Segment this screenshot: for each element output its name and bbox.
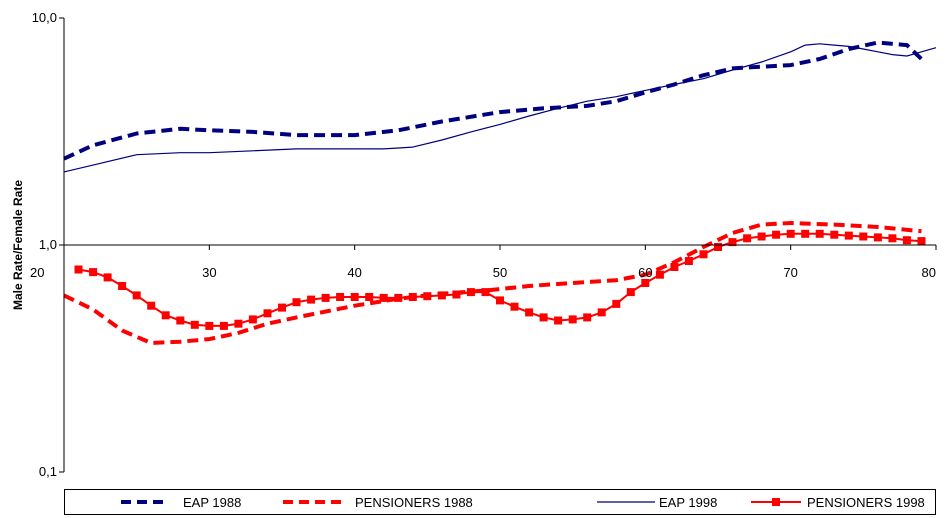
data-point: [917, 237, 926, 246]
data-point: [859, 232, 868, 241]
data-point: [161, 311, 170, 320]
legend: EAP 1988 PENSIONERS 1988 EAP 1998 PENSIO…: [64, 489, 936, 515]
data-point: [118, 282, 127, 290]
x-tick-label: 20: [30, 265, 44, 280]
series-line-pensioners-1988: [63, 221, 922, 345]
data-point: [612, 299, 621, 308]
data-point: [772, 230, 781, 239]
legend-swatch-eap-1988: [121, 500, 169, 504]
legend-item-pensioners-1998: PENSIONERS 1998: [749, 490, 939, 514]
data-point: [902, 236, 911, 245]
x-tick-label: 70: [783, 265, 797, 280]
data-point: [844, 231, 853, 240]
legend-item-eap-1998: EAP 1998: [595, 490, 765, 514]
data-point: [350, 293, 359, 301]
legend-swatch-pensioners-1988: [283, 500, 343, 504]
data-point: [74, 265, 83, 274]
data-point: [263, 309, 272, 318]
data-point: [89, 268, 98, 277]
data-point: [336, 293, 345, 301]
y-tick-label: 1,0: [39, 237, 57, 252]
data-point: [437, 291, 446, 300]
data-point: [379, 293, 388, 302]
data-point: [670, 263, 679, 271]
data-point: [655, 270, 664, 279]
data-point: [176, 316, 185, 325]
data-point: [496, 296, 504, 305]
data-point: [583, 313, 592, 322]
data-point: [815, 229, 824, 238]
data-point: [597, 308, 606, 317]
data-point: [554, 316, 563, 325]
data-point: [307, 295, 316, 304]
data-point: [365, 293, 374, 301]
legend-item-eap-1988: EAP 1988: [117, 490, 317, 514]
data-point: [423, 292, 432, 301]
legend-label: EAP 1998: [659, 495, 718, 510]
legend-label: EAP 1988: [183, 495, 242, 510]
data-point: [801, 229, 810, 238]
legend-label: PENSIONERS 1998: [807, 495, 925, 510]
data-point: [394, 293, 403, 302]
data-point: [321, 293, 330, 302]
data-point: [641, 279, 650, 287]
data-point: [539, 313, 548, 322]
legend-label: PENSIONERS 1988: [355, 495, 473, 510]
tick-layer: 10,0 1,0 0,1 20 30 40 50 60 70 80: [30, 10, 937, 479]
data-point: [481, 288, 490, 297]
data-point: [278, 303, 286, 312]
y-tick-label: 10,0: [32, 10, 57, 25]
data-point: [234, 319, 243, 328]
legend-swatch-pensioners-1998: [751, 498, 801, 506]
x-tick-label: 50: [493, 265, 507, 280]
data-point: [743, 234, 752, 243]
series-line-eap-1988: [63, 40, 923, 161]
x-tick-label: 60: [638, 265, 652, 280]
data-point: [408, 293, 417, 301]
data-point: [728, 238, 737, 247]
series-line-eap-1998: [63, 43, 937, 173]
data-point: [248, 315, 257, 324]
data-point: [510, 302, 519, 311]
data-point: [147, 301, 156, 310]
data-point: [466, 288, 475, 297]
data-point: [190, 320, 199, 329]
x-tick-label: 40: [347, 265, 361, 280]
data-point: [452, 290, 461, 299]
series-layer: [63, 40, 937, 345]
data-point: [292, 298, 301, 307]
y-tick-label: 0,1: [39, 464, 57, 479]
data-point: [684, 257, 693, 265]
data-point: [205, 321, 214, 330]
data-point: [699, 250, 708, 259]
data-point: [873, 233, 882, 242]
data-point: [103, 273, 112, 282]
x-tick-label: 80: [922, 265, 936, 280]
data-point: [525, 308, 534, 317]
data-point: [888, 234, 897, 243]
data-point: [132, 291, 141, 300]
data-point: [830, 230, 839, 239]
data-point: [568, 315, 577, 324]
data-point: [219, 321, 228, 330]
y-axis-label: Male Rate/Female Rate: [11, 180, 25, 310]
data-point: [786, 229, 795, 238]
data-point: [714, 243, 722, 251]
x-tick-label: 30: [202, 265, 216, 280]
data-point: [757, 232, 766, 241]
legend-swatch-eap-1998: [597, 501, 655, 503]
data-point: [626, 288, 635, 297]
legend-item-pensioners-1988: PENSIONERS 1988: [279, 490, 529, 514]
